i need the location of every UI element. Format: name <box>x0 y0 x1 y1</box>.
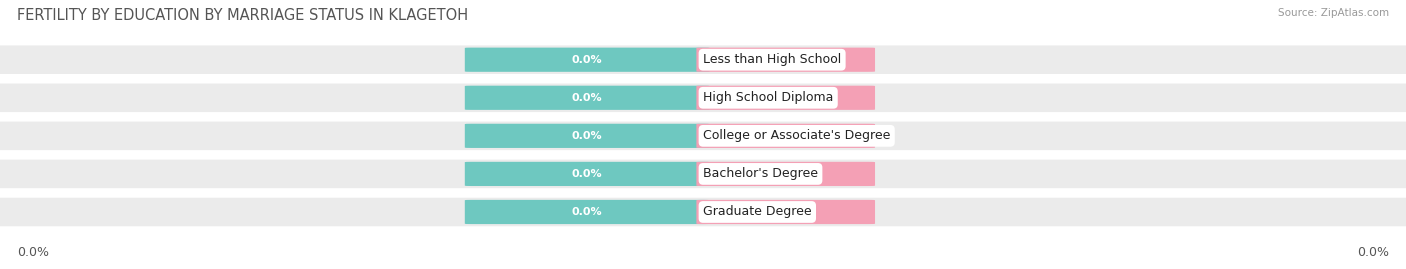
FancyBboxPatch shape <box>696 124 875 148</box>
Text: 0.0%: 0.0% <box>770 169 801 179</box>
FancyBboxPatch shape <box>465 86 710 110</box>
Text: 0.0%: 0.0% <box>770 207 801 217</box>
Text: 0.0%: 0.0% <box>770 55 801 65</box>
Text: 0.0%: 0.0% <box>770 131 801 141</box>
Text: 0.0%: 0.0% <box>572 55 603 65</box>
Text: Less than High School: Less than High School <box>703 53 841 66</box>
FancyBboxPatch shape <box>465 48 710 72</box>
FancyBboxPatch shape <box>696 200 875 224</box>
Text: 0.0%: 0.0% <box>572 131 603 141</box>
FancyBboxPatch shape <box>0 83 1406 112</box>
Text: 0.0%: 0.0% <box>770 93 801 103</box>
Text: 0.0%: 0.0% <box>572 169 603 179</box>
FancyBboxPatch shape <box>465 200 710 224</box>
Text: High School Diploma: High School Diploma <box>703 91 834 104</box>
Text: Bachelor's Degree: Bachelor's Degree <box>703 167 818 180</box>
FancyBboxPatch shape <box>0 45 1406 74</box>
Text: 0.0%: 0.0% <box>572 207 603 217</box>
FancyBboxPatch shape <box>696 48 875 72</box>
Text: Source: ZipAtlas.com: Source: ZipAtlas.com <box>1278 8 1389 18</box>
Text: College or Associate's Degree: College or Associate's Degree <box>703 129 890 142</box>
FancyBboxPatch shape <box>0 160 1406 188</box>
FancyBboxPatch shape <box>465 162 710 186</box>
FancyBboxPatch shape <box>696 86 875 110</box>
Text: FERTILITY BY EDUCATION BY MARRIAGE STATUS IN KLAGETOH: FERTILITY BY EDUCATION BY MARRIAGE STATU… <box>17 8 468 23</box>
FancyBboxPatch shape <box>0 198 1406 226</box>
Text: Graduate Degree: Graduate Degree <box>703 206 811 218</box>
Text: 0.0%: 0.0% <box>1357 246 1389 259</box>
FancyBboxPatch shape <box>0 122 1406 150</box>
Text: 0.0%: 0.0% <box>572 93 603 103</box>
Text: 0.0%: 0.0% <box>17 246 49 259</box>
FancyBboxPatch shape <box>465 124 710 148</box>
FancyBboxPatch shape <box>696 162 875 186</box>
